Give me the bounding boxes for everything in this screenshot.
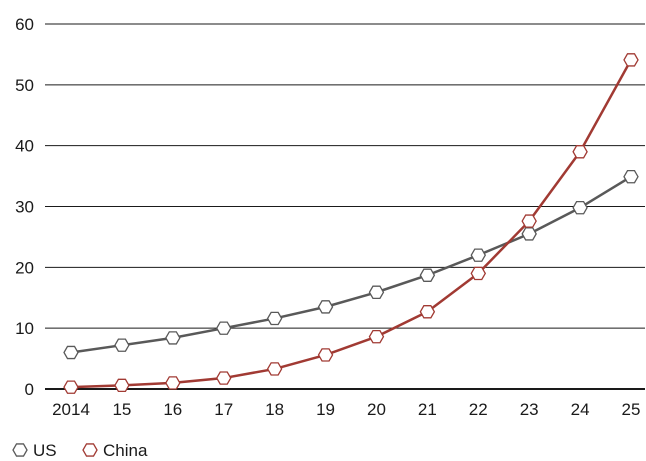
point-us-24 <box>572 200 588 215</box>
x-tick-label-16: 16 <box>163 400 182 419</box>
x-tick-label-21: 21 <box>418 400 437 419</box>
legend-marker-us <box>12 443 28 457</box>
point-us-23 <box>521 227 537 241</box>
x-tick-label-18: 18 <box>265 400 284 419</box>
point-us-25 <box>623 169 639 184</box>
y-tick-label-20: 20 <box>15 258 34 277</box>
x-tick-label-25: 25 <box>622 400 641 419</box>
point-us-22 <box>470 248 487 262</box>
legend-label-china: China <box>103 441 148 460</box>
x-tick-label-19: 19 <box>316 400 335 419</box>
point-us-18 <box>266 311 283 326</box>
point-china-2014 <box>63 380 79 394</box>
series-china <box>63 53 639 394</box>
gridlines <box>45 23 645 390</box>
point-china-25 <box>623 53 639 67</box>
series-line-china <box>70 59 633 389</box>
x-tick-label-24: 24 <box>571 400 590 419</box>
point-china-22 <box>470 266 487 281</box>
x-tick-label-2014: 2014 <box>52 400 90 419</box>
x-tick-label-23: 23 <box>520 400 539 419</box>
point-us-17 <box>215 321 232 335</box>
y-tick-label-60: 60 <box>15 15 34 34</box>
point-china-20 <box>368 329 385 344</box>
point-china-18 <box>266 362 283 376</box>
legend-item-china: China <box>82 441 148 460</box>
y-tick-label-30: 30 <box>15 198 34 217</box>
y-tick-label-10: 10 <box>15 319 34 338</box>
legend: US China <box>12 441 148 460</box>
legend-label-us: US <box>33 441 57 460</box>
x-tick-label-20: 20 <box>367 400 386 419</box>
point-china-16 <box>165 376 181 390</box>
y-axis-tick-labels: 0 10 20 30 40 50 60 <box>15 15 34 399</box>
y-tick-label-40: 40 <box>15 137 34 156</box>
point-china-23 <box>521 214 537 228</box>
point-china-21 <box>419 305 436 319</box>
x-tick-label-15: 15 <box>112 400 131 419</box>
point-us-20 <box>368 285 385 299</box>
x-axis-tick-labels: 2014 15 16 17 18 19 20 21 22 23 24 25 <box>52 400 640 419</box>
point-china-24 <box>572 145 588 159</box>
series-layer <box>63 53 639 394</box>
point-china-15 <box>114 378 130 393</box>
x-tick-label-17: 17 <box>214 400 233 419</box>
point-china-19 <box>317 348 334 362</box>
point-us-16 <box>165 331 181 345</box>
y-tick-label-0: 0 <box>25 380 34 399</box>
series-us <box>63 169 639 360</box>
point-us-2014 <box>63 345 79 360</box>
legend-item-us: US <box>12 441 57 460</box>
legend-marker-china <box>82 443 98 457</box>
point-us-15 <box>114 338 130 352</box>
point-china-17 <box>215 371 232 385</box>
point-us-19 <box>317 300 334 314</box>
series-line-us <box>70 175 632 354</box>
y-tick-label-50: 50 <box>15 76 34 95</box>
x-tick-label-22: 22 <box>469 400 488 419</box>
point-us-21 <box>419 268 436 282</box>
